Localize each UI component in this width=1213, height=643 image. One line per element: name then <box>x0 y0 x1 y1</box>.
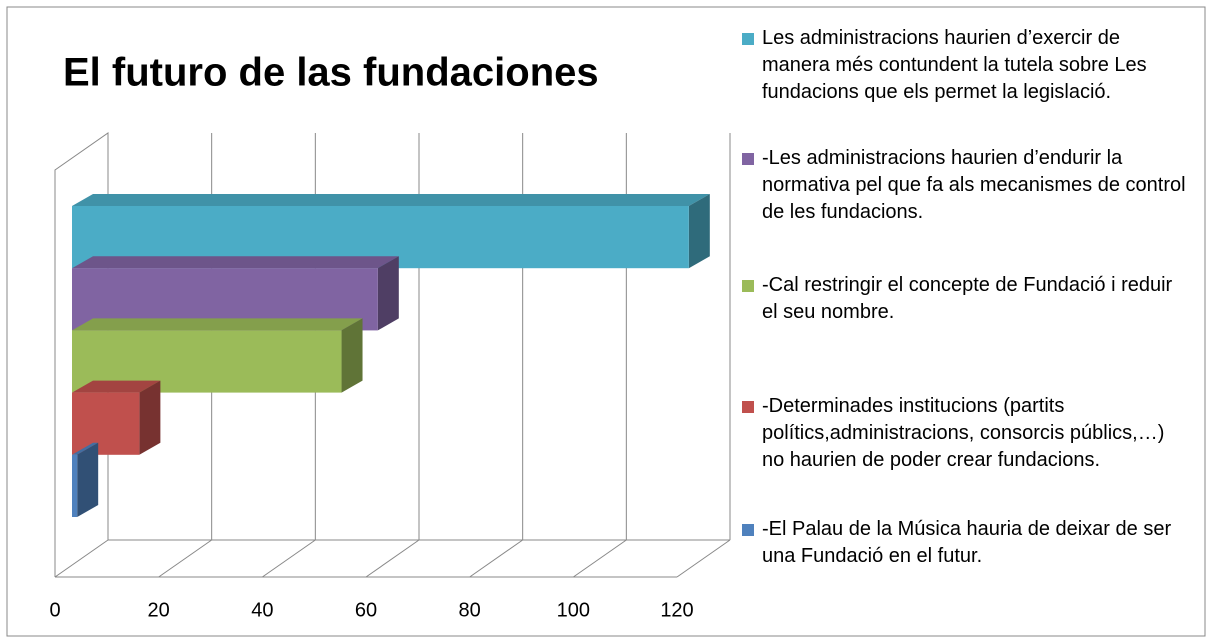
legend-swatch <box>742 524 754 536</box>
bar <box>72 454 78 517</box>
grid-line <box>573 539 627 578</box>
x-tick-label: 40 <box>251 599 273 621</box>
bar-top <box>72 256 399 269</box>
bar-top <box>72 194 710 206</box>
bar-side <box>139 380 161 455</box>
bar-side <box>688 194 710 269</box>
legend-label: -Les administracions haurien d’endurir l… <box>762 147 1186 223</box>
bar-top <box>72 318 363 331</box>
x-tick-label: 100 <box>557 599 590 621</box>
x-tick-label: 60 <box>355 599 377 621</box>
legend-label: -Determinades institucions (partits polí… <box>762 395 1165 471</box>
bar-top <box>72 442 99 455</box>
grid-line <box>262 539 316 578</box>
grid-line <box>365 539 420 578</box>
bar-side <box>377 256 399 331</box>
legend-item: -Determinades institucions (partits polí… <box>742 393 1192 474</box>
x-tick-label: 0 <box>49 599 60 621</box>
legend-swatch <box>742 33 754 45</box>
legend-label: -El Palau de la Música hauria de deixar … <box>762 518 1172 567</box>
grid-line <box>676 539 731 578</box>
x-tick-label: 80 <box>459 599 481 621</box>
legend-item: Les administracions haurien d’exercir de… <box>742 25 1192 106</box>
x-tick-label: 120 <box>660 599 693 621</box>
legend-item: -Cal restringir el concepte de Fundació … <box>742 272 1192 326</box>
legend-swatch <box>742 401 754 413</box>
legend-item: -Les administracions haurien d’endurir l… <box>742 145 1192 226</box>
x-tick-label: 20 <box>148 599 170 621</box>
bar <box>72 392 140 455</box>
legend-label: Les administracions haurien d’exercir de… <box>762 27 1147 103</box>
legend-swatch <box>742 153 754 165</box>
legend-swatch <box>742 280 754 292</box>
grid-line <box>158 539 212 578</box>
legend-label: -Cal restringir el concepte de Fundació … <box>762 274 1173 323</box>
grid-line <box>54 539 109 578</box>
grid-line <box>469 539 523 578</box>
chart-title: El futuro de las fundaciones <box>63 51 599 95</box>
bar-side <box>341 318 363 393</box>
legend-item: -El Palau de la Música hauria de deixar … <box>742 516 1192 570</box>
bar-side <box>77 442 99 517</box>
bar-top <box>72 380 161 393</box>
